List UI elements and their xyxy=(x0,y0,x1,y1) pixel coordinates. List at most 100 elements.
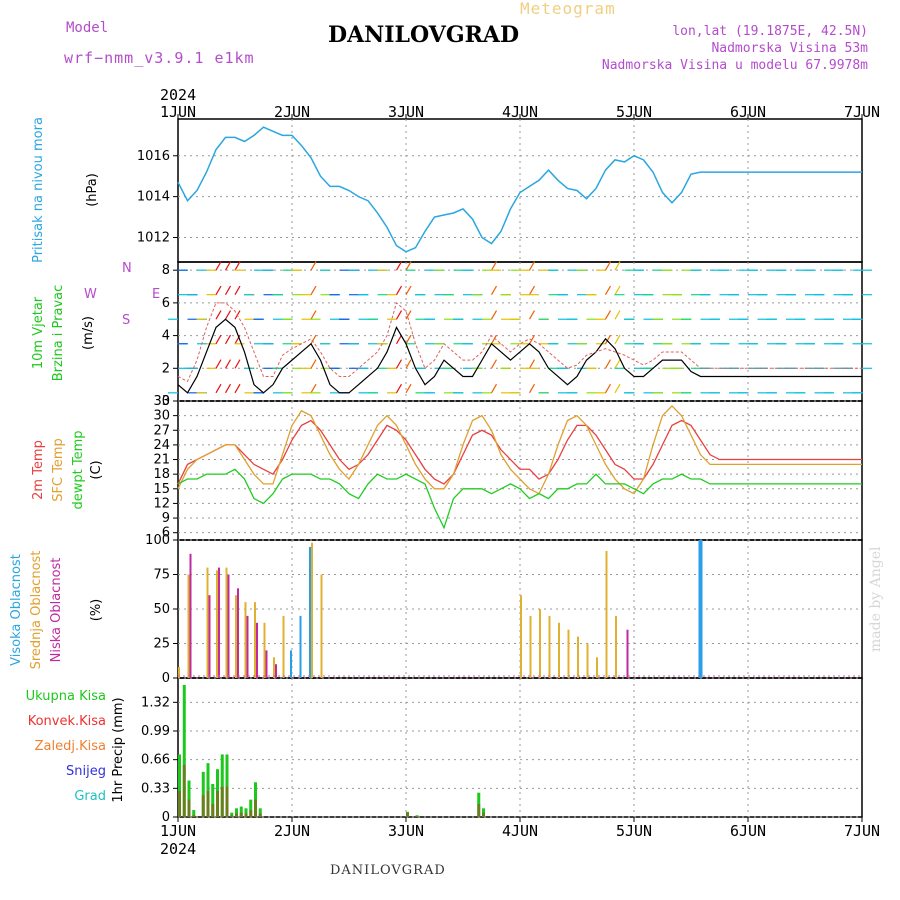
panel-frame xyxy=(177,400,863,541)
compass-n: N xyxy=(122,261,132,276)
precip-conv-bar xyxy=(187,799,191,817)
wind-arrow xyxy=(224,261,232,271)
precip-conv-bar xyxy=(206,790,210,817)
wind-arrow xyxy=(490,334,498,345)
precip-unit-label: 1hr Precip (mm) xyxy=(111,697,126,802)
cloud-mid-bar xyxy=(567,629,570,678)
wind-arrow xyxy=(234,383,241,394)
wind-arrow xyxy=(604,334,612,345)
temp-dewpt-line xyxy=(177,468,862,530)
y-tick-label: 50 xyxy=(153,602,170,617)
temp-dewpt-label: dewpt Temp xyxy=(71,430,86,509)
y-tick-label: 1012 xyxy=(137,230,170,245)
wind-arrow xyxy=(405,261,412,271)
cloud-low-label: Niska Oblacnost xyxy=(49,558,64,663)
coords-label: lon,lat (19.1875E, 42.5N) xyxy=(672,24,868,39)
precip-conv-bar xyxy=(415,816,419,817)
wind-arrow xyxy=(234,285,241,296)
wind-arrow xyxy=(528,383,536,394)
cloud-mid-bar xyxy=(178,666,180,678)
wind-arrow xyxy=(405,383,412,394)
cloud-mid-bar xyxy=(263,622,266,678)
cloud-low-bar xyxy=(189,553,192,678)
meteogram-label: Meteogram xyxy=(520,0,616,18)
year-label-bottom: 2024 xyxy=(160,840,196,858)
wind-arrow xyxy=(224,359,232,369)
cloud-low-bar xyxy=(218,567,220,678)
x-day-label-bottom: 7JUN xyxy=(844,822,880,840)
y-tick-label: 0 xyxy=(162,671,170,686)
wind-arrow xyxy=(604,359,612,369)
wind-arrow xyxy=(215,310,222,320)
cloud-mid-label: Srednja Oblacnost xyxy=(29,551,44,670)
cloud-high-bar xyxy=(309,546,311,678)
y-tick-label: 4 xyxy=(162,329,170,344)
precip-conv-bar xyxy=(406,812,409,817)
y-tick-label: 27 xyxy=(153,423,170,438)
compass-s: S xyxy=(122,313,130,328)
cloud-high-label: Visoka Oblacnost xyxy=(9,554,24,666)
x-day-label-top: 4JUN xyxy=(502,103,538,121)
wind-arrow xyxy=(528,359,536,369)
wind-arrow xyxy=(395,334,403,345)
y-tick-label: 75 xyxy=(153,568,170,583)
precip-conv-bar xyxy=(477,803,481,817)
model-name: wrf−nmm_v3.9.1 e1km xyxy=(64,49,255,67)
wind-arrow xyxy=(405,334,412,345)
precip-conv-bar xyxy=(482,812,485,817)
x-day-label-bottom: 1JUN xyxy=(160,822,196,840)
wind-arrow xyxy=(310,383,317,394)
precip-conv-bar xyxy=(201,795,205,817)
precip-total-bar xyxy=(258,808,262,817)
precip-total-bar xyxy=(235,808,238,817)
x-day-label-bottom: 6JUN xyxy=(730,822,766,840)
pressure-unit-label: (hPa) xyxy=(85,173,100,207)
wind-axis-label-2: Brzina i Pravac xyxy=(51,285,66,382)
y-tick-label: 0.33 xyxy=(141,781,170,796)
wind-arrow xyxy=(234,359,241,369)
cloud-low-bar xyxy=(265,650,268,678)
cloud-mid-bar xyxy=(520,595,522,678)
wind-arrow xyxy=(528,261,536,271)
wind-arrow xyxy=(490,383,498,394)
wind-arrow xyxy=(310,334,317,345)
cloud-high-bar xyxy=(698,540,703,678)
precip-conv-bar xyxy=(249,810,253,817)
wind-arrow xyxy=(395,383,403,394)
precip-conv-bar xyxy=(216,790,219,817)
cloud-mid-bar xyxy=(558,622,560,678)
precip-legend-item: Zaledj.Kisa xyxy=(35,739,106,754)
cloud-low-bar xyxy=(246,615,249,678)
wind-arrow xyxy=(614,261,621,271)
precip-conv-bar xyxy=(230,815,234,817)
wind-arrow xyxy=(405,285,412,296)
compass-e: E xyxy=(152,287,160,302)
y-tick-label: 1016 xyxy=(137,149,170,164)
x-day-label-bottom: 2JUN xyxy=(274,822,310,840)
precip-conv-bar xyxy=(244,813,248,817)
wind-arrow xyxy=(224,285,232,296)
wind-arrow xyxy=(224,310,232,320)
precip-legend-item: Grad xyxy=(74,789,106,804)
cloud-mid-bar xyxy=(225,567,228,678)
cloud-high-bar xyxy=(299,615,302,678)
cloud-low-bar xyxy=(275,664,277,678)
cloud-mid-bar xyxy=(577,636,579,678)
wind-arrow xyxy=(234,261,241,271)
cloud-low-bar xyxy=(237,588,239,678)
cloud-mid-bar xyxy=(586,643,589,678)
precip-total-bar xyxy=(239,806,243,817)
wind-arrow xyxy=(614,285,621,296)
temp-2m-line xyxy=(177,419,862,485)
precip-total-bar xyxy=(182,684,186,817)
precip-conv-bar xyxy=(182,764,186,817)
wind-arrow xyxy=(395,261,403,271)
cloud-mid-bar xyxy=(539,609,541,678)
cloud-mid-bar xyxy=(216,570,218,678)
y-tick-label: 9 xyxy=(162,511,170,526)
precip-total-bar xyxy=(206,763,210,817)
wind-arrow xyxy=(528,285,536,296)
precip-total-bar xyxy=(230,812,234,817)
year-label-top: 2024 xyxy=(160,86,196,104)
